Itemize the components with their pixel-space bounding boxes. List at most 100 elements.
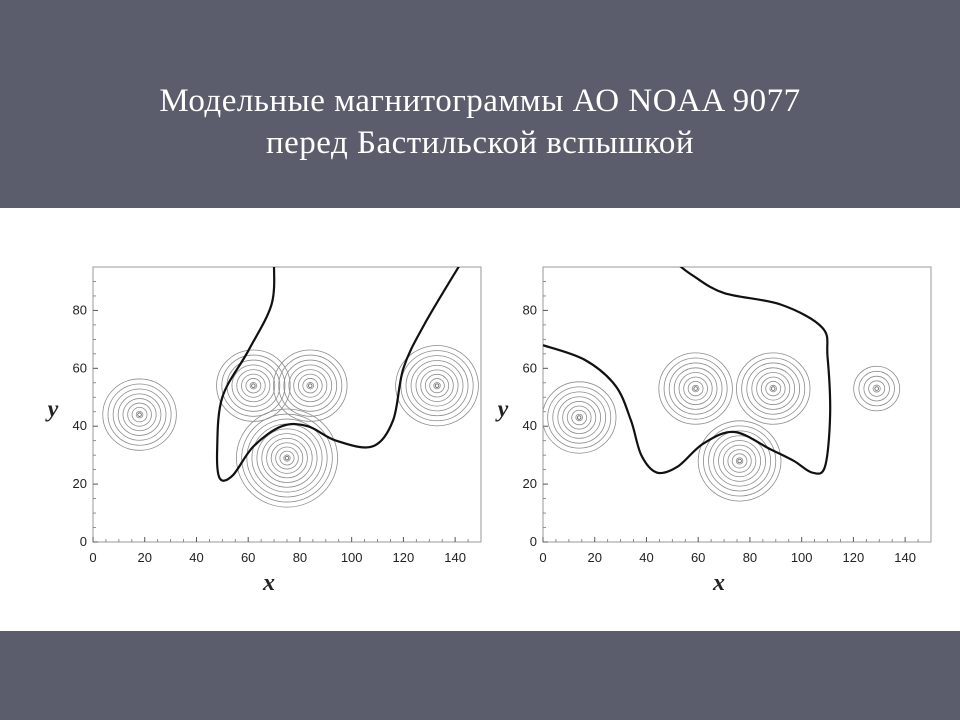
plot-frame <box>92 266 482 543</box>
contour-ring <box>735 457 744 465</box>
source-center <box>137 412 142 417</box>
contour-ring <box>266 437 308 479</box>
magnetogram-chart-right: 0 20 40 60 80 0 20 40 60 80 100 120 140 x y <box>495 266 932 596</box>
x-tick-label: 80 <box>293 550 307 565</box>
x-tick-label: 140 <box>444 550 466 565</box>
source-center <box>434 383 440 388</box>
y-tick-label: 40 <box>73 418 87 433</box>
contour-ring <box>703 425 777 497</box>
contour-ring <box>245 378 262 394</box>
contour-ring <box>112 388 167 441</box>
contour-ring <box>278 354 343 417</box>
contour-ring <box>293 369 328 403</box>
contour-ring <box>673 367 718 410</box>
y-tick-label: 60 <box>523 360 537 375</box>
contour-ring <box>687 380 704 397</box>
contour-ring <box>117 393 162 436</box>
x-tick-label: 40 <box>639 550 653 565</box>
contour-ring <box>283 359 338 412</box>
contour-ring <box>231 364 276 407</box>
contour-ring <box>249 382 258 390</box>
contour-ring <box>552 391 607 444</box>
contour-ring <box>429 378 445 394</box>
contour-ring <box>683 376 708 401</box>
contour-ring <box>863 375 890 402</box>
contour-ring <box>424 373 450 398</box>
contour-ring <box>256 428 318 488</box>
y-tick-label: 20 <box>73 476 87 491</box>
contour-ring <box>736 352 811 425</box>
contour-ring <box>221 354 286 417</box>
contour-ring <box>751 367 796 410</box>
contour-ring <box>668 362 723 415</box>
y-tick-label: 40 <box>523 418 537 433</box>
x-tick-label: 120 <box>393 550 415 565</box>
contour-ring <box>769 384 777 393</box>
source-center <box>737 458 742 464</box>
source-center <box>577 415 582 420</box>
contour-ring <box>760 376 786 401</box>
contour-ring <box>575 413 583 422</box>
source-center <box>251 383 256 388</box>
neutral-line <box>215 267 460 482</box>
contour-ring <box>547 386 612 449</box>
x-tick-label: 20 <box>137 550 151 565</box>
y-tick-label: 0 <box>530 534 537 549</box>
contour-ring <box>405 355 469 417</box>
title-band <box>0 0 960 208</box>
contour-ring <box>562 401 597 435</box>
x-tick-label: 100 <box>791 550 813 565</box>
title-line-1: Модельные магнитограммы АО NOAA 9077 <box>159 83 801 119</box>
contour-ring <box>746 362 801 415</box>
contour-group <box>102 267 479 508</box>
title-line-2: перед Бастильской вспышкой <box>265 125 695 161</box>
footer-band <box>0 631 960 720</box>
contour-ring <box>127 402 152 427</box>
magnetogram-chart-left: 0 20 40 60 80 0 20 40 60 80 100 120 140 x y <box>45 266 482 596</box>
x-tick-label: 20 <box>587 550 601 565</box>
contour-ring <box>235 408 338 508</box>
contour-ring <box>433 382 441 390</box>
contour-ring <box>756 372 791 406</box>
contour-ring <box>400 350 474 422</box>
x-tick-label: 60 <box>691 550 705 565</box>
contour-ring <box>107 383 172 446</box>
contour-ring <box>410 360 464 412</box>
contour-ring <box>302 378 319 394</box>
contour-ring <box>697 420 782 502</box>
contour-ring <box>708 430 771 492</box>
x-tick-label: 0 <box>539 550 546 565</box>
contour-ring <box>270 442 304 474</box>
contour-ring <box>566 405 592 430</box>
contour-ring <box>246 418 328 498</box>
contour-ring <box>691 384 700 393</box>
contour-ring <box>279 450 295 466</box>
contour-ring <box>543 381 617 454</box>
x-tick-label: 60 <box>241 550 255 565</box>
contour-ring <box>858 370 895 407</box>
contour-ring <box>741 357 806 420</box>
contour-ring <box>395 345 479 427</box>
contour-ring <box>297 373 323 398</box>
contour-ring <box>678 372 713 406</box>
source-center <box>308 383 313 388</box>
contour-ring <box>236 369 271 403</box>
x-tick-label: 40 <box>189 550 203 565</box>
contour-ring <box>765 380 782 397</box>
contour-ring <box>557 396 602 439</box>
contour-ring <box>872 384 881 393</box>
contour-ring <box>283 454 291 462</box>
contour-ring <box>868 380 886 397</box>
contour-group <box>543 267 901 502</box>
source-center <box>693 386 698 391</box>
contour-ring <box>135 410 144 419</box>
source-center <box>771 386 776 391</box>
contour-ring <box>131 406 148 423</box>
contour-ring <box>415 364 459 407</box>
x-axis-label: x <box>712 570 725 596</box>
y-axis-label: y <box>45 397 59 423</box>
contour-ring <box>241 373 266 398</box>
y-tick-label: 20 <box>523 476 537 491</box>
contour-ring <box>658 352 733 425</box>
y-tick-label: 80 <box>523 302 537 317</box>
